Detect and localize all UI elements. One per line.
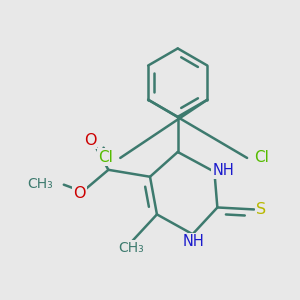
Text: O: O (84, 133, 96, 148)
Text: Cl: Cl (98, 149, 113, 164)
Text: O: O (73, 186, 85, 201)
Text: Cl: Cl (254, 149, 269, 164)
Text: CH₃: CH₃ (118, 241, 144, 255)
Text: S: S (256, 202, 266, 217)
Text: NH: NH (212, 163, 234, 178)
Text: CH₃: CH₃ (28, 177, 53, 191)
Text: NH: NH (183, 234, 204, 249)
